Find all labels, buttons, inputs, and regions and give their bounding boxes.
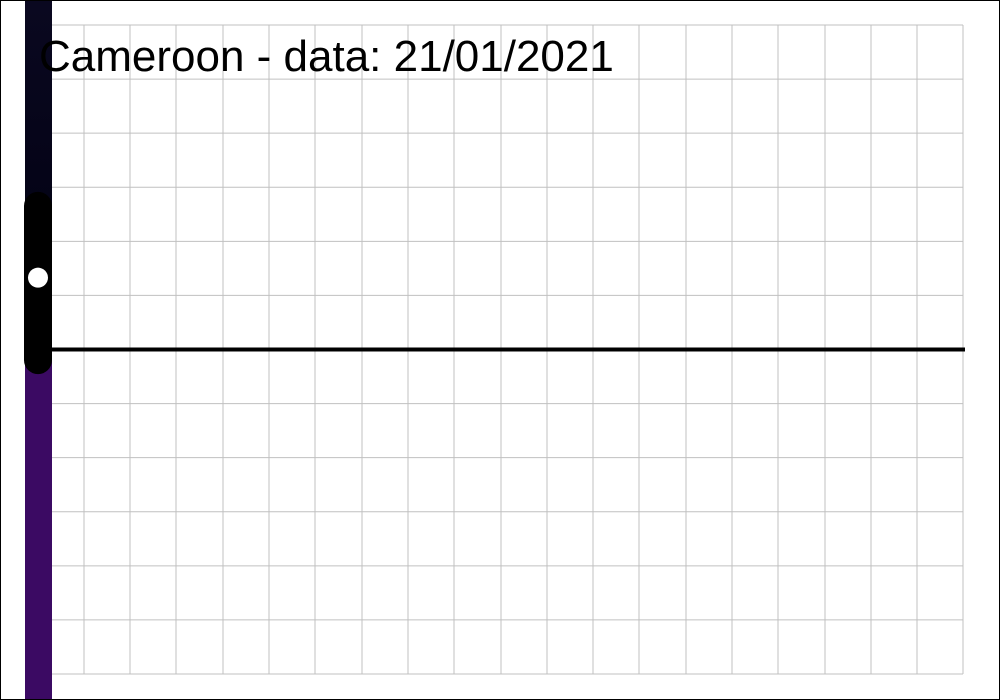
chart-title: Cameroon - data: 21/01/2021	[39, 32, 614, 81]
band-lower	[25, 349, 52, 699]
marker-group	[28, 267, 48, 288]
data-point-marker	[28, 267, 48, 288]
